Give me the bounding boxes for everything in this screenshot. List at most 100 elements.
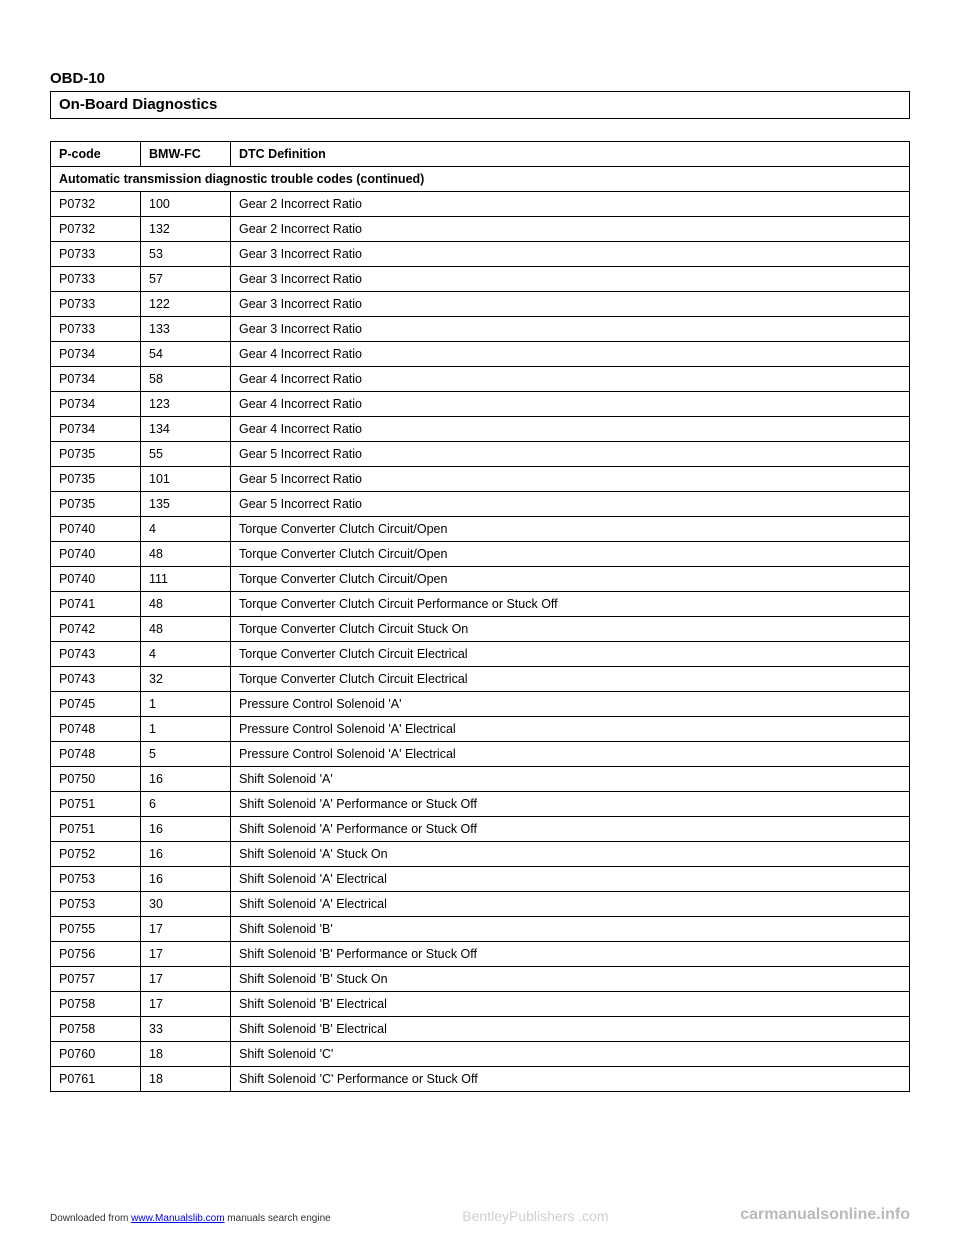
cell-definition: Shift Solenoid 'A' Performance or Stuck …	[231, 792, 910, 817]
table-row: P075330Shift Solenoid 'A' Electrical	[51, 892, 910, 917]
table-row: P075116Shift Solenoid 'A' Performance or…	[51, 817, 910, 842]
table-row: P0734123Gear 4 Incorrect Ratio	[51, 392, 910, 417]
cell-bmwfc: 48	[141, 542, 231, 567]
table-row: P074332Torque Converter Clutch Circuit E…	[51, 667, 910, 692]
cell-bmwfc: 134	[141, 417, 231, 442]
page-footer: Downloaded from www.Manualslib.com manua…	[50, 1206, 910, 1224]
cell-definition: Torque Converter Clutch Circuit Performa…	[231, 592, 910, 617]
cell-definition: Pressure Control Solenoid 'A' Electrical	[231, 742, 910, 767]
cell-bmwfc: 55	[141, 442, 231, 467]
cell-definition: Torque Converter Clutch Circuit/Open	[231, 567, 910, 592]
table-row: P07485Pressure Control Solenoid 'A' Elec…	[51, 742, 910, 767]
table-row: P075316Shift Solenoid 'A' Electrical	[51, 867, 910, 892]
cell-definition: Gear 5 Incorrect Ratio	[231, 442, 910, 467]
cell-pcode: P0753	[51, 867, 141, 892]
cell-bmwfc: 122	[141, 292, 231, 317]
cell-bmwfc: 30	[141, 892, 231, 917]
table-row: P0735101Gear 5 Incorrect Ratio	[51, 467, 910, 492]
table-row: P073357Gear 3 Incorrect Ratio	[51, 267, 910, 292]
footer-link[interactable]: www.Manualslib.com	[131, 1213, 224, 1224]
table-row: P073555Gear 5 Incorrect Ratio	[51, 442, 910, 467]
cell-definition: Shift Solenoid 'B' Performance or Stuck …	[231, 942, 910, 967]
cell-pcode: P0732	[51, 192, 141, 217]
cell-bmwfc: 17	[141, 992, 231, 1017]
cell-definition: Shift Solenoid 'A'	[231, 767, 910, 792]
cell-pcode: P0748	[51, 717, 141, 742]
cell-bmwfc: 33	[141, 1017, 231, 1042]
table-row: P074248Torque Converter Clutch Circuit S…	[51, 617, 910, 642]
section-title-box: On-Board Diagnostics	[50, 91, 910, 119]
cell-pcode: P0753	[51, 892, 141, 917]
page-code: OBD-10	[50, 70, 910, 87]
cell-definition: Gear 3 Incorrect Ratio	[231, 292, 910, 317]
cell-bmwfc: 16	[141, 817, 231, 842]
cell-pcode: P0755	[51, 917, 141, 942]
cell-bmwfc: 101	[141, 467, 231, 492]
cell-bmwfc: 133	[141, 317, 231, 342]
footer-dl-prefix: Downloaded from	[50, 1213, 131, 1224]
table-row: P075617Shift Solenoid 'B' Performance or…	[51, 942, 910, 967]
cell-definition: Shift Solenoid 'C' Performance or Stuck …	[231, 1067, 910, 1092]
cell-definition: Gear 2 Incorrect Ratio	[231, 217, 910, 242]
cell-definition: Gear 4 Incorrect Ratio	[231, 392, 910, 417]
cell-pcode: P0752	[51, 842, 141, 867]
cell-definition: Shift Solenoid 'B' Stuck On	[231, 967, 910, 992]
table-row: P074048Torque Converter Clutch Circuit/O…	[51, 542, 910, 567]
table-row: P0735135Gear 5 Incorrect Ratio	[51, 492, 910, 517]
table-row: P075717Shift Solenoid 'B' Stuck On	[51, 967, 910, 992]
table-body: P0732100Gear 2 Incorrect RatioP0732132Ge…	[51, 192, 910, 1092]
table-row: P0732100Gear 2 Incorrect Ratio	[51, 192, 910, 217]
cell-pcode: P0734	[51, 367, 141, 392]
table-row: P0734134Gear 4 Incorrect Ratio	[51, 417, 910, 442]
cell-definition: Shift Solenoid 'B' Electrical	[231, 992, 910, 1017]
table-row: P076118Shift Solenoid 'C' Performance or…	[51, 1067, 910, 1092]
cell-pcode: P0758	[51, 992, 141, 1017]
cell-definition: Torque Converter Clutch Circuit Stuck On	[231, 617, 910, 642]
cell-pcode: P0751	[51, 792, 141, 817]
cell-pcode: P0745	[51, 692, 141, 717]
cell-bmwfc: 57	[141, 267, 231, 292]
footer-watermark-right: carmanualsonline.info	[740, 1206, 910, 1224]
cell-pcode: P0735	[51, 467, 141, 492]
cell-definition: Gear 4 Incorrect Ratio	[231, 342, 910, 367]
cell-pcode: P0757	[51, 967, 141, 992]
cell-bmwfc: 4	[141, 517, 231, 542]
cell-definition: Gear 3 Incorrect Ratio	[231, 242, 910, 267]
cell-pcode: P0733	[51, 292, 141, 317]
cell-definition: Gear 5 Incorrect Ratio	[231, 467, 910, 492]
cell-pcode: P0743	[51, 642, 141, 667]
cell-definition: Shift Solenoid 'C'	[231, 1042, 910, 1067]
cell-bmwfc: 16	[141, 767, 231, 792]
cell-bmwfc: 32	[141, 667, 231, 692]
cell-pcode: P0735	[51, 492, 141, 517]
table-row: P0733133Gear 3 Incorrect Ratio	[51, 317, 910, 342]
cell-bmwfc: 17	[141, 942, 231, 967]
cell-definition: Gear 2 Incorrect Ratio	[231, 192, 910, 217]
cell-bmwfc: 5	[141, 742, 231, 767]
cell-bmwfc: 18	[141, 1067, 231, 1092]
cell-pcode: P0742	[51, 617, 141, 642]
cell-definition: Torque Converter Clutch Circuit/Open	[231, 542, 910, 567]
cell-pcode: P0750	[51, 767, 141, 792]
cell-pcode: P0743	[51, 667, 141, 692]
cell-definition: Shift Solenoid 'A' Stuck On	[231, 842, 910, 867]
col-header-bmwfc: BMW-FC	[141, 142, 231, 167]
table-row: P0732132Gear 2 Incorrect Ratio	[51, 217, 910, 242]
cell-definition: Torque Converter Clutch Circuit Electric…	[231, 667, 910, 692]
table-row: P075216Shift Solenoid 'A' Stuck On	[51, 842, 910, 867]
cell-bmwfc: 4	[141, 642, 231, 667]
cell-pcode: P0756	[51, 942, 141, 967]
cell-bmwfc: 135	[141, 492, 231, 517]
cell-bmwfc: 18	[141, 1042, 231, 1067]
table-row: P07434Torque Converter Clutch Circuit El…	[51, 642, 910, 667]
cell-pcode: P0741	[51, 592, 141, 617]
cell-definition: Pressure Control Solenoid 'A'	[231, 692, 910, 717]
cell-pcode: P0733	[51, 267, 141, 292]
cell-pcode: P0758	[51, 1017, 141, 1042]
section-title: On-Board Diagnostics	[59, 96, 217, 113]
table-row: P073458Gear 4 Incorrect Ratio	[51, 367, 910, 392]
cell-definition: Shift Solenoid 'B' Electrical	[231, 1017, 910, 1042]
cell-pcode: P0760	[51, 1042, 141, 1067]
cell-pcode: P0740	[51, 567, 141, 592]
cell-pcode: P0733	[51, 242, 141, 267]
